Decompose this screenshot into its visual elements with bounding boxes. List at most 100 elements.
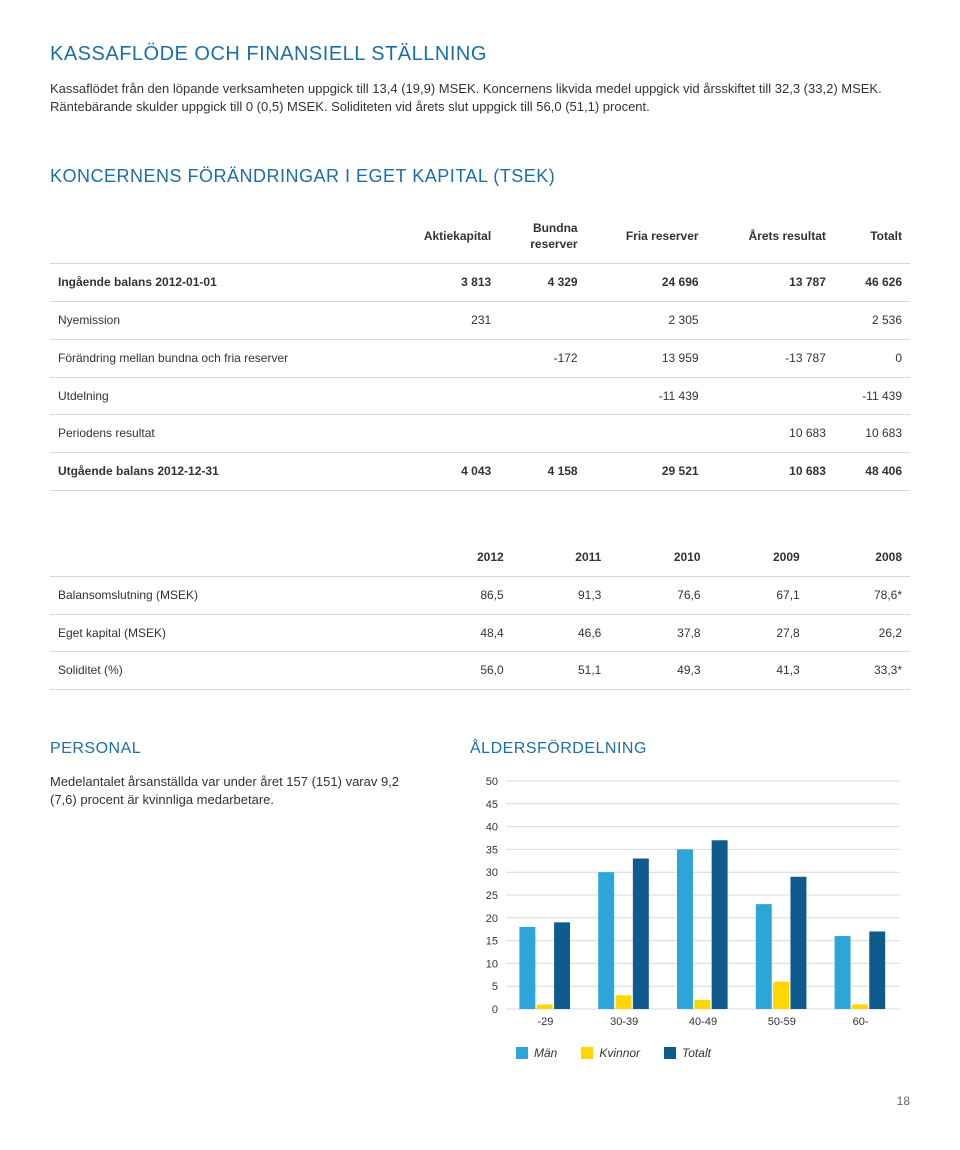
table-row: Ingående balans 2012-01-013 8134 32924 6… bbox=[50, 264, 910, 302]
table-cell bbox=[386, 339, 500, 377]
stats-col-header: 2010 bbox=[609, 539, 708, 576]
table-cell: 33,3* bbox=[808, 652, 910, 690]
svg-text:25: 25 bbox=[486, 890, 498, 902]
table-cell: 27,8 bbox=[709, 614, 808, 652]
page-number: 18 bbox=[50, 1093, 910, 1110]
table-cell bbox=[386, 415, 500, 453]
table-cell: 10 683 bbox=[707, 453, 834, 491]
table-cell bbox=[586, 415, 707, 453]
table-cell: 4 043 bbox=[386, 453, 500, 491]
svg-text:30-39: 30-39 bbox=[610, 1016, 638, 1028]
table-cell bbox=[499, 301, 585, 339]
table-cell: 2 305 bbox=[586, 301, 707, 339]
table-cell: 46 626 bbox=[834, 264, 910, 302]
table-cell: 91,3 bbox=[512, 576, 610, 614]
row-label: Ingående balans 2012-01-01 bbox=[50, 264, 386, 302]
table-cell: 48,4 bbox=[412, 614, 511, 652]
table-cell: 10 683 bbox=[834, 415, 910, 453]
svg-text:40: 40 bbox=[486, 821, 498, 833]
table-cell: 4 329 bbox=[499, 264, 585, 302]
table-cell: 67,1 bbox=[709, 576, 808, 614]
table-cell: 56,0 bbox=[412, 652, 511, 690]
table-cell bbox=[499, 377, 585, 415]
stats-col-header: 2009 bbox=[709, 539, 808, 576]
table-row: Utdelning -11 439 -11 439 bbox=[50, 377, 910, 415]
table-row: Nyemission2312 3052 536 bbox=[50, 301, 910, 339]
table-cell: 49,3 bbox=[609, 652, 708, 690]
legend-label: Män bbox=[534, 1045, 557, 1062]
table-cell: 29 521 bbox=[586, 453, 707, 491]
stats-col-header: 2008 bbox=[808, 539, 910, 576]
row-label: Eget kapital (MSEK) bbox=[50, 614, 412, 652]
table-cell: 231 bbox=[386, 301, 500, 339]
legend-swatch bbox=[516, 1047, 528, 1059]
svg-text:5: 5 bbox=[492, 981, 498, 993]
row-label: Förändring mellan bundna och fria reserv… bbox=[50, 339, 386, 377]
svg-text:50-59: 50-59 bbox=[768, 1016, 796, 1028]
table-cell: -13 787 bbox=[707, 339, 834, 377]
table-cell: 13 787 bbox=[707, 264, 834, 302]
row-label: Utdelning bbox=[50, 377, 386, 415]
table-cell: 48 406 bbox=[834, 453, 910, 491]
equity-table-body: Ingående balans 2012-01-013 8134 32924 6… bbox=[50, 264, 910, 491]
stats-table-body: Balansomslutning (MSEK)86,591,376,667,17… bbox=[50, 576, 910, 689]
table-row: Periodens resultat10 68310 683 bbox=[50, 415, 910, 453]
table-cell: 86,5 bbox=[412, 576, 511, 614]
table-cell bbox=[707, 301, 834, 339]
paragraph-cashflow: Kassaflödet från den löpande verksamhete… bbox=[50, 80, 910, 116]
svg-text:60-: 60- bbox=[853, 1016, 869, 1028]
table-cell: -11 439 bbox=[834, 377, 910, 415]
equity-col-header: Årets resultat bbox=[707, 210, 834, 264]
stats-table: 20122011201020092008 Balansomslutning (M… bbox=[50, 539, 910, 690]
svg-text:30: 30 bbox=[486, 867, 498, 879]
title-chart: ÅLDERSFÖRDELNING bbox=[470, 738, 910, 760]
col-chart: ÅLDERSFÖRDELNING 05101520253035404550-29… bbox=[470, 738, 910, 1061]
table-cell: 26,2 bbox=[808, 614, 910, 652]
svg-text:0: 0 bbox=[492, 1004, 498, 1016]
age-chart-svg: 05101520253035404550-2930-3940-4950-5960… bbox=[470, 773, 910, 1033]
svg-text:45: 45 bbox=[486, 798, 498, 810]
svg-text:15: 15 bbox=[486, 935, 498, 947]
svg-text:50: 50 bbox=[486, 776, 498, 788]
table-cell bbox=[707, 377, 834, 415]
table-cell: 46,6 bbox=[512, 614, 610, 652]
table-cell: 3 813 bbox=[386, 264, 500, 302]
svg-text:40-49: 40-49 bbox=[689, 1016, 717, 1028]
equity-table: AktiekapitalBundnareserverFria reserverÅ… bbox=[50, 210, 910, 491]
table-row: Soliditet (%)56,051,149,341,333,3* bbox=[50, 652, 910, 690]
stats-col-header bbox=[50, 539, 412, 576]
svg-text:20: 20 bbox=[486, 912, 498, 924]
equity-col-header: Fria reserver bbox=[586, 210, 707, 264]
stats-table-header-row: 20122011201020092008 bbox=[50, 539, 910, 576]
table-cell: -11 439 bbox=[586, 377, 707, 415]
stats-col-header: 2012 bbox=[412, 539, 511, 576]
table-cell: -172 bbox=[499, 339, 585, 377]
legend-swatch bbox=[581, 1047, 593, 1059]
section-personal-chart: PERSONAL Medelantalet årsanställda var u… bbox=[50, 738, 910, 1061]
section-cashflow: KASSAFLÖDE OCH FINANSIELL STÄLLNING Kass… bbox=[50, 40, 910, 116]
paragraph-personal: Medelantalet årsanställda var under året… bbox=[50, 773, 422, 809]
row-label: Balansomslutning (MSEK) bbox=[50, 576, 412, 614]
legend-item: Totalt bbox=[664, 1045, 711, 1062]
table-row: Balansomslutning (MSEK)86,591,376,667,17… bbox=[50, 576, 910, 614]
col-personal: PERSONAL Medelantalet årsanställda var u… bbox=[50, 738, 422, 1061]
row-label: Utgående balans 2012-12-31 bbox=[50, 453, 386, 491]
title-equity: KONCERNENS FÖRÄNDRINGAR I EGET KAPITAL (… bbox=[50, 164, 910, 189]
title-cashflow: KASSAFLÖDE OCH FINANSIELL STÄLLNING bbox=[50, 40, 910, 68]
equity-col-header: Bundnareserver bbox=[499, 210, 585, 264]
table-cell: 24 696 bbox=[586, 264, 707, 302]
equity-table-header-row: AktiekapitalBundnareserverFria reserverÅ… bbox=[50, 210, 910, 264]
legend-item: Kvinnor bbox=[581, 1045, 640, 1062]
table-cell bbox=[499, 415, 585, 453]
equity-col-header bbox=[50, 210, 386, 264]
table-cell: 78,6* bbox=[808, 576, 910, 614]
svg-text:-29: -29 bbox=[537, 1016, 553, 1028]
title-personal: PERSONAL bbox=[50, 738, 422, 760]
table-cell: 10 683 bbox=[707, 415, 834, 453]
row-label: Soliditet (%) bbox=[50, 652, 412, 690]
table-row: Utgående balans 2012-12-314 0434 15829 5… bbox=[50, 453, 910, 491]
legend-swatch bbox=[664, 1047, 676, 1059]
table-cell: 0 bbox=[834, 339, 910, 377]
table-cell: 4 158 bbox=[499, 453, 585, 491]
legend-label: Kvinnor bbox=[599, 1045, 640, 1062]
